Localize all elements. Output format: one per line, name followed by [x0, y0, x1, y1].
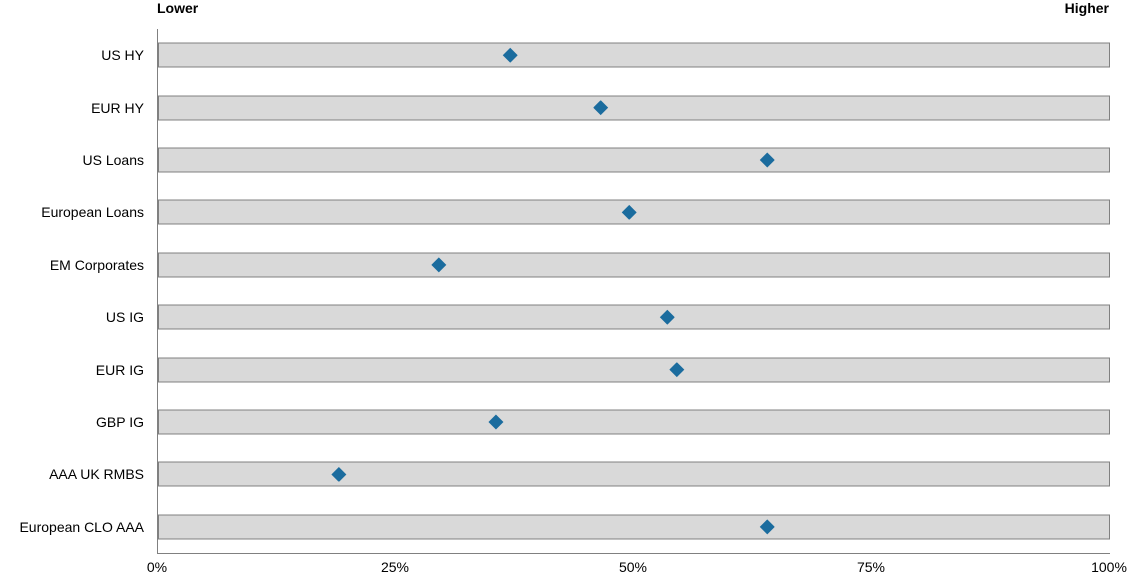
chart-row [158, 81, 1110, 133]
x-tick-label: 50% [618, 559, 648, 575]
category-label: European CLO AAA [19, 518, 144, 535]
axis-header-lower: Lower [157, 0, 199, 16]
category-label: US IG [105, 309, 144, 326]
category-axis-labels: US HY EUR HY US Loans European Loans EM Corp… [0, 29, 157, 553]
chart-row [158, 501, 1110, 553]
category-label: EUR IG [95, 361, 144, 378]
category-label: EUR HY [91, 99, 144, 116]
diamond-marker [621, 204, 637, 220]
category-label: US Loans [82, 152, 144, 169]
diamond-marker [759, 519, 775, 535]
category-label: GBP IG [96, 414, 144, 431]
chart-row [158, 396, 1110, 448]
x-tick-label: 75% [856, 559, 886, 575]
range-band [158, 304, 1110, 330]
chart-row [158, 186, 1110, 238]
range-band [158, 147, 1110, 173]
chart-row [158, 291, 1110, 343]
axis-header-higher: Higher [1064, 0, 1109, 16]
diamond-marker [593, 100, 609, 116]
range-band [158, 357, 1110, 383]
diamond-marker [502, 47, 518, 63]
x-tick-label: 25% [380, 559, 410, 575]
range-band [158, 461, 1110, 487]
diamond-marker [431, 257, 447, 273]
chart-row [158, 239, 1110, 291]
x-tick-label: 100% [1091, 559, 1127, 575]
diamond-marker [659, 309, 675, 325]
range-band [158, 252, 1110, 278]
chart-row [158, 343, 1110, 395]
range-band [158, 42, 1110, 68]
range-band [158, 95, 1110, 121]
x-axis-tick-labels: 0% 25% 50% 75% 100% [147, 559, 1127, 579]
category-label: AAA UK RMBS [49, 466, 144, 483]
chart-row [158, 29, 1110, 81]
category-label: European Loans [41, 204, 144, 221]
range-band [158, 409, 1110, 435]
x-tick-label: 0% [146, 559, 168, 575]
diamond-marker [331, 466, 347, 482]
category-label: US HY [101, 47, 144, 64]
chart-row [158, 448, 1110, 500]
range-band [158, 514, 1110, 540]
diamond-marker [759, 152, 775, 168]
plot-area [157, 29, 1110, 554]
chart-row [158, 134, 1110, 186]
diamond-marker [669, 362, 685, 378]
category-label: EM Corporates [49, 256, 144, 273]
diamond-marker [488, 414, 504, 430]
